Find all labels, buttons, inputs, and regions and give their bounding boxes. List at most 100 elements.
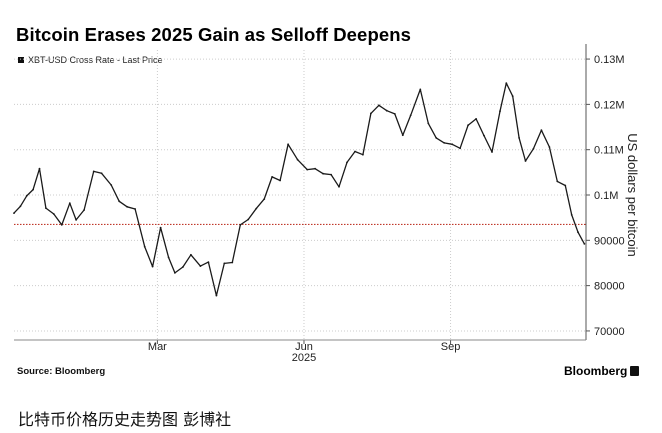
price-point xyxy=(548,146,551,148)
price-point xyxy=(491,151,493,153)
chart-grid xyxy=(14,50,586,340)
price-point xyxy=(271,176,273,178)
price-point xyxy=(190,253,192,256)
chart-card xyxy=(8,20,648,380)
price-point xyxy=(143,245,146,248)
y-axis: 70000 80000 90000 0.1M 0.11M 0.12M 0.13M xyxy=(585,44,625,340)
price-point xyxy=(100,172,103,175)
price-point xyxy=(362,153,364,156)
bloomberg-terminal-icon xyxy=(630,366,640,376)
price-point xyxy=(532,147,535,150)
price-point xyxy=(467,124,469,127)
price-point xyxy=(134,208,137,210)
y-tick-label: 0.13M xyxy=(594,54,625,66)
x-tick-label: Jun xyxy=(295,341,313,353)
price-point xyxy=(346,161,348,164)
price-point xyxy=(540,129,543,132)
source-note: Source: Bloomberg xyxy=(17,366,106,377)
price-point xyxy=(32,188,34,191)
price-point xyxy=(19,205,22,208)
price-point xyxy=(75,219,77,221)
price-point xyxy=(182,266,184,268)
price-point xyxy=(524,160,527,162)
price-point xyxy=(370,112,372,115)
price-point xyxy=(126,205,128,208)
price-point xyxy=(287,143,289,146)
price-point xyxy=(296,158,299,161)
price-point xyxy=(511,95,514,98)
series-group xyxy=(13,82,586,297)
price-point xyxy=(322,172,324,175)
price-point xyxy=(13,212,15,215)
price-point xyxy=(393,113,396,115)
price-point xyxy=(314,167,316,170)
price-point xyxy=(215,294,218,297)
price-point xyxy=(52,213,55,215)
price-point xyxy=(483,134,485,137)
price-point xyxy=(435,137,438,139)
image-caption: 比特币价格历史走势图 彭博社 xyxy=(18,410,232,429)
x-year-label: 2025 xyxy=(292,352,316,364)
legend-label: XBT-USD Cross Rate - Last Price xyxy=(28,55,163,65)
price-point xyxy=(459,147,461,150)
price-point xyxy=(60,224,63,226)
price-point xyxy=(443,142,446,144)
price-point xyxy=(68,202,71,205)
price-point xyxy=(306,168,309,171)
price-point xyxy=(199,265,202,267)
brand-logo: Bloomberg xyxy=(564,364,640,378)
price-point xyxy=(330,173,332,176)
price-point xyxy=(475,118,477,120)
x-axis: Mar Jun Sep 2025 xyxy=(14,339,586,364)
price-point xyxy=(239,224,242,226)
price-point xyxy=(255,207,258,210)
price-point xyxy=(409,114,412,117)
price-point xyxy=(159,226,162,229)
price-point xyxy=(499,110,501,113)
price-point xyxy=(263,198,266,201)
x-tick-label: Mar xyxy=(148,341,167,353)
price-point xyxy=(556,180,559,183)
y-tick-label: 0.11M xyxy=(594,145,624,157)
y-tick-label: 0.12M xyxy=(594,99,625,111)
price-point xyxy=(92,170,95,173)
price-point xyxy=(231,261,234,264)
price-point xyxy=(25,195,28,197)
price-point xyxy=(583,243,586,245)
price-point xyxy=(385,109,388,112)
price-point xyxy=(570,214,573,216)
price-point xyxy=(174,272,176,274)
y-tick-label: 90000 xyxy=(594,235,625,247)
chart-title: Bitcoin Erases 2025 Gain as Selloff Deep… xyxy=(16,24,412,45)
price-point xyxy=(118,200,121,203)
price-point xyxy=(378,104,380,107)
price-point xyxy=(401,134,404,137)
y-tick-label: 80000 xyxy=(594,281,625,293)
price-point xyxy=(419,88,422,91)
price-point xyxy=(83,209,85,211)
price-point xyxy=(279,179,281,182)
legend-swatch xyxy=(18,57,24,63)
price-point xyxy=(223,262,226,265)
price-point xyxy=(110,184,113,186)
price-point xyxy=(207,261,210,263)
price-point xyxy=(427,122,430,125)
price-point xyxy=(151,265,154,268)
price-point xyxy=(354,150,356,153)
legend: XBT-USD Cross Rate - Last Price xyxy=(18,55,163,65)
price-point xyxy=(338,185,340,188)
x-tick-label: Sep xyxy=(441,341,461,353)
price-point xyxy=(167,256,170,259)
price-series-line xyxy=(13,82,585,297)
price-point xyxy=(577,231,579,234)
price-point xyxy=(518,137,520,139)
brand-text: Bloomberg xyxy=(564,364,628,378)
y-tick-label: 70000 xyxy=(594,326,625,338)
price-point xyxy=(38,167,41,170)
y-tick-label: 0.1M xyxy=(594,190,618,202)
price-point xyxy=(564,184,567,187)
y-axis-label: US dollars per bitcoin xyxy=(625,133,640,257)
price-point xyxy=(45,207,47,210)
price-point xyxy=(247,218,250,221)
